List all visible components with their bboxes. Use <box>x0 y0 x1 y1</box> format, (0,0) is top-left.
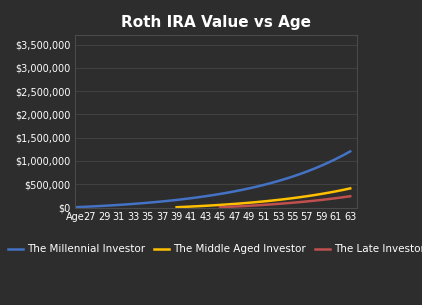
The Middle Aged Investor <box>333 189 338 193</box>
The Millennial Investor <box>348 149 353 153</box>
The Middle Aged Investor <box>203 204 208 208</box>
The Millennial Investor <box>225 191 230 195</box>
The Millennial Investor <box>138 202 143 205</box>
The Millennial Investor <box>181 197 187 201</box>
The Middle Aged Investor <box>174 205 179 209</box>
The Millennial Investor <box>217 192 222 196</box>
The Millennial Investor <box>326 161 331 164</box>
The Late Investor <box>348 194 353 198</box>
The Late Investor <box>290 201 295 205</box>
Line: The Late Investor: The Late Investor <box>220 196 350 207</box>
The Middle Aged Investor <box>254 200 259 204</box>
The Late Investor <box>232 205 237 208</box>
The Late Investor <box>319 198 324 202</box>
The Millennial Investor <box>246 187 252 190</box>
The Middle Aged Investor <box>348 187 353 190</box>
The Millennial Investor <box>333 157 338 161</box>
The Millennial Investor <box>95 204 100 208</box>
The Millennial Investor <box>73 205 78 209</box>
The Millennial Investor <box>80 205 85 209</box>
The Millennial Investor <box>254 185 259 188</box>
Legend: The Millennial Investor, The Middle Aged Investor, The Late Investor: The Millennial Investor, The Middle Aged… <box>3 240 422 259</box>
The Millennial Investor <box>261 183 266 187</box>
The Middle Aged Investor <box>326 191 331 195</box>
The Middle Aged Investor <box>225 203 230 206</box>
The Middle Aged Investor <box>283 197 288 201</box>
The Late Investor <box>254 203 259 207</box>
The Millennial Investor <box>290 175 295 178</box>
The Middle Aged Investor <box>210 203 215 207</box>
The Millennial Investor <box>160 199 165 203</box>
The Millennial Investor <box>311 167 316 170</box>
The Middle Aged Investor <box>276 198 281 202</box>
The Millennial Investor <box>203 194 208 198</box>
The Millennial Investor <box>131 202 136 206</box>
The Millennial Investor <box>102 204 107 208</box>
The Millennial Investor <box>87 205 92 208</box>
The Middle Aged Investor <box>189 205 194 208</box>
The Late Investor <box>311 199 316 203</box>
The Late Investor <box>268 203 273 206</box>
The Late Investor <box>326 197 331 201</box>
The Millennial Investor <box>116 203 121 207</box>
The Late Investor <box>246 204 252 208</box>
The Millennial Investor <box>268 181 273 185</box>
The Millennial Investor <box>297 172 302 176</box>
The Middle Aged Investor <box>232 202 237 206</box>
The Millennial Investor <box>145 201 150 205</box>
The Middle Aged Investor <box>341 188 346 192</box>
The Late Investor <box>283 202 288 205</box>
The Millennial Investor <box>239 188 244 192</box>
The Middle Aged Investor <box>261 199 266 203</box>
The Late Investor <box>304 199 309 203</box>
The Middle Aged Investor <box>304 194 309 198</box>
Line: The Middle Aged Investor: The Middle Aged Investor <box>177 188 350 207</box>
The Middle Aged Investor <box>290 196 295 200</box>
The Middle Aged Investor <box>268 199 273 203</box>
The Millennial Investor <box>276 179 281 183</box>
The Late Investor <box>276 202 281 206</box>
The Middle Aged Investor <box>319 192 324 196</box>
The Millennial Investor <box>189 196 194 200</box>
Title: Roth IRA Value vs Age: Roth IRA Value vs Age <box>122 15 311 30</box>
The Millennial Investor <box>152 200 157 204</box>
The Middle Aged Investor <box>297 196 302 199</box>
The Late Investor <box>297 200 302 204</box>
The Millennial Investor <box>210 193 215 197</box>
The Middle Aged Investor <box>239 202 244 205</box>
The Middle Aged Investor <box>196 204 201 208</box>
The Millennial Investor <box>196 196 201 199</box>
The Millennial Investor <box>304 170 309 173</box>
The Middle Aged Investor <box>181 205 187 209</box>
The Millennial Investor <box>283 177 288 181</box>
The Middle Aged Investor <box>217 203 222 207</box>
The Millennial Investor <box>124 203 129 206</box>
The Late Investor <box>239 204 244 208</box>
The Late Investor <box>341 196 346 199</box>
The Late Investor <box>261 203 266 207</box>
The Millennial Investor <box>174 198 179 202</box>
The Millennial Investor <box>341 153 346 157</box>
The Middle Aged Investor <box>311 193 316 197</box>
The Late Investor <box>217 205 222 209</box>
The Middle Aged Investor <box>246 201 252 205</box>
The Millennial Investor <box>319 164 324 167</box>
The Millennial Investor <box>109 203 114 207</box>
Line: The Millennial Investor: The Millennial Investor <box>76 151 350 207</box>
The Late Investor <box>333 196 338 200</box>
The Late Investor <box>225 205 230 209</box>
The Millennial Investor <box>232 189 237 193</box>
The Millennial Investor <box>167 199 172 203</box>
